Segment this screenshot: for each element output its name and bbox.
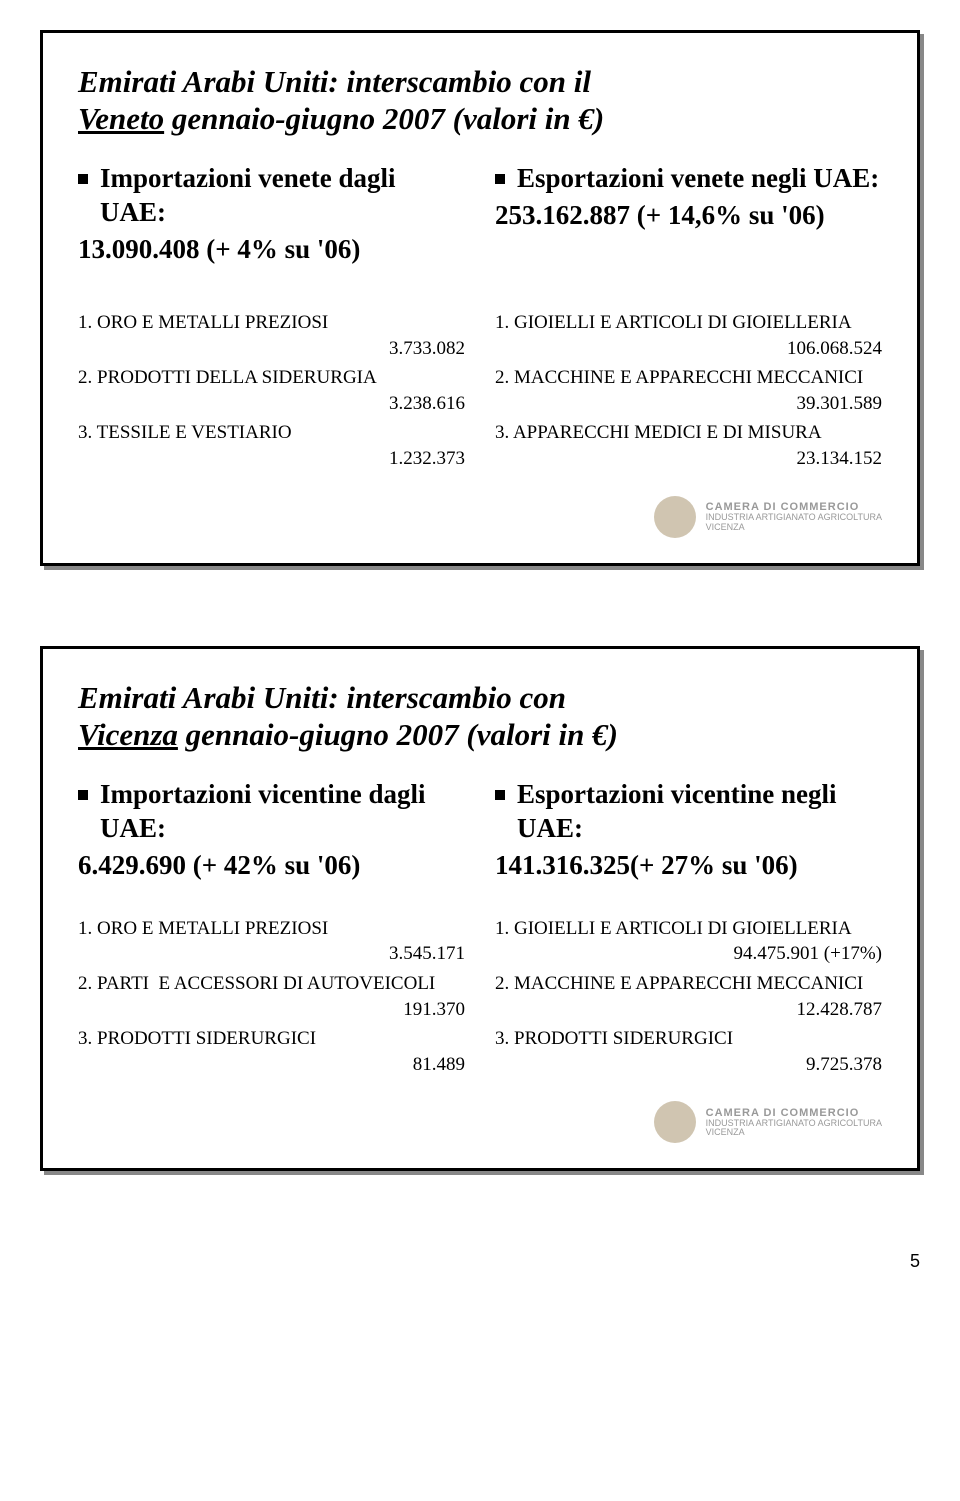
list-label: 1. ORO E METALLI PREZIOSI bbox=[78, 310, 328, 336]
logo-text: CAMERA DI COMMERCIO INDUSTRIA ARTIGIANAT… bbox=[706, 1107, 882, 1139]
list-label: 1. GIOIELLI E ARTICOLI DI GIOIELLERIA bbox=[495, 916, 852, 942]
title-line2-underline: Vicenza bbox=[78, 717, 178, 752]
export-bullet: Esportazioni vicentine negli UAE: bbox=[495, 778, 882, 846]
list-value: 3.238.616 bbox=[78, 391, 465, 417]
title-line2-rest: gennaio-giugno 2007 (valori in €) bbox=[178, 717, 618, 752]
list-item: 1. ORO E METALLI PREZIOSI 3.733.082 bbox=[78, 310, 465, 361]
list-label: 1. GIOIELLI E ARTICOLI DI GIOIELLERIA bbox=[495, 310, 852, 336]
import-value: 6.429.690 (+ 42% su '06) bbox=[78, 850, 465, 881]
square-bullet-icon bbox=[78, 174, 88, 184]
square-bullet-icon bbox=[495, 174, 505, 184]
slide1-title: Emirati Arabi Uniti: interscambio con il… bbox=[78, 63, 882, 137]
logo-seal-icon bbox=[654, 496, 696, 538]
export-label: Esportazioni vicentine negli UAE: bbox=[517, 778, 882, 846]
slide2-import-list: 1. ORO E METALLI PREZIOSI 3.545.171 2. P… bbox=[78, 916, 465, 1082]
slide1-export-list: 1. GIOIELLI E ARTICOLI DI GIOIELLERIA 10… bbox=[495, 310, 882, 476]
import-value: 13.090.408 (+ 4% su '06) bbox=[78, 234, 465, 265]
list-item: 1. GIOIELLI E ARTICOLI DI GIOIELLERIA 94… bbox=[495, 916, 882, 967]
title-line1: Emirati Arabi Uniti: interscambio con bbox=[78, 680, 566, 715]
square-bullet-icon bbox=[495, 790, 505, 800]
import-label: Importazioni venete dagli UAE: bbox=[100, 162, 465, 230]
logo: CAMERA DI COMMERCIO INDUSTRIA ARTIGIANAT… bbox=[78, 1101, 882, 1143]
list-item: 3. PRODOTTI SIDERURGICI 9.725.378 bbox=[495, 1026, 882, 1077]
slide-veneto: Emirati Arabi Uniti: interscambio con il… bbox=[40, 30, 920, 566]
slide2-export-col: Esportazioni vicentine negli UAE: 141.31… bbox=[495, 778, 882, 881]
list-item: 3. APPARECCHI MEDICI E DI MISURA 23.134.… bbox=[495, 420, 882, 471]
slide2-export-list: 1. GIOIELLI E ARTICOLI DI GIOIELLERIA 94… bbox=[495, 916, 882, 1082]
slide2-import-col: Importazioni vicentine dagli UAE: 6.429.… bbox=[78, 778, 465, 881]
list-value: 39.301.589 bbox=[495, 391, 882, 417]
logo-text: CAMERA DI COMMERCIO INDUSTRIA ARTIGIANAT… bbox=[706, 501, 882, 533]
slide1-lists-row: 1. ORO E METALLI PREZIOSI 3.733.082 2. P… bbox=[78, 310, 882, 476]
import-bullet: Importazioni vicentine dagli UAE: bbox=[78, 778, 465, 846]
list-value: 94.475.901 (+17%) bbox=[714, 941, 882, 967]
export-label: Esportazioni venete negli UAE: bbox=[517, 162, 879, 196]
slide2-summary-row: Importazioni vicentine dagli UAE: 6.429.… bbox=[78, 778, 882, 881]
page-number: 5 bbox=[40, 1251, 920, 1272]
list-item: 1. GIOIELLI E ARTICOLI DI GIOIELLERIA 10… bbox=[495, 310, 882, 361]
list-value: 3.733.082 bbox=[78, 336, 465, 362]
export-bullet: Esportazioni venete negli UAE: bbox=[495, 162, 882, 196]
list-value: 1.232.373 bbox=[78, 446, 465, 472]
list-label: 3. PRODOTTI SIDERURGICI bbox=[78, 1026, 316, 1052]
list-item: 1. ORO E METALLI PREZIOSI 3.545.171 bbox=[78, 916, 465, 967]
list-label: 1. ORO E METALLI PREZIOSI bbox=[78, 916, 328, 942]
title-line2-rest: gennaio-giugno 2007 (valori in €) bbox=[164, 101, 604, 136]
logo-line3: VICENZA bbox=[706, 1128, 882, 1138]
slide2-lists-row: 1. ORO E METALLI PREZIOSI 3.545.171 2. P… bbox=[78, 916, 882, 1082]
list-value: 191.370 bbox=[383, 997, 465, 1023]
export-value: 253.162.887 (+ 14,6% su '06) bbox=[495, 200, 882, 231]
title-line1: Emirati Arabi Uniti: interscambio con il bbox=[78, 64, 591, 99]
slide1-import-list: 1. ORO E METALLI PREZIOSI 3.733.082 2. P… bbox=[78, 310, 465, 476]
logo-line3: VICENZA bbox=[706, 523, 882, 533]
slide1-import-col: Importazioni venete dagli UAE: 13.090.40… bbox=[78, 162, 465, 265]
logo-seal-icon bbox=[654, 1101, 696, 1143]
list-item: 2. MACCHINE E APPARECCHI MECCANICI 12.42… bbox=[495, 971, 882, 1022]
logo: CAMERA DI COMMERCIO INDUSTRIA ARTIGIANAT… bbox=[78, 496, 882, 538]
slide1-summary-row: Importazioni venete dagli UAE: 13.090.40… bbox=[78, 162, 882, 265]
list-item: 3. PRODOTTI SIDERURGICI 81.489 bbox=[78, 1026, 465, 1077]
list-label: 2. MACCHINE E APPARECCHI MECCANICI bbox=[495, 971, 863, 997]
list-value: 81.489 bbox=[78, 1052, 465, 1078]
list-label: 2. PARTI E ACCESSORI DI AUTOVEICOLI bbox=[78, 971, 435, 997]
list-value: 23.134.152 bbox=[495, 446, 882, 472]
list-item: 2. PARTI E ACCESSORI DI AUTOVEICOLI 191.… bbox=[78, 971, 465, 1022]
logo-line1: CAMERA DI COMMERCIO bbox=[706, 1107, 882, 1119]
slide2-title: Emirati Arabi Uniti: interscambio con Vi… bbox=[78, 679, 882, 753]
list-item: 2. MACCHINE E APPARECCHI MECCANICI 39.30… bbox=[495, 365, 882, 416]
list-value: 3.545.171 bbox=[78, 941, 465, 967]
list-label: 3. APPARECCHI MEDICI E DI MISURA bbox=[495, 420, 822, 446]
slide1-export-col: Esportazioni venete negli UAE: 253.162.8… bbox=[495, 162, 882, 265]
list-value: 9.725.378 bbox=[495, 1052, 882, 1078]
list-item: 2. PRODOTTI DELLA SIDERURGIA 3.238.616 bbox=[78, 365, 465, 416]
list-label: 2. MACCHINE E APPARECCHI MECCANICI bbox=[495, 365, 863, 391]
import-bullet: Importazioni venete dagli UAE: bbox=[78, 162, 465, 230]
list-value: 12.428.787 bbox=[777, 997, 883, 1023]
list-item: 3. TESSILE E VESTIARIO 1.232.373 bbox=[78, 420, 465, 471]
square-bullet-icon bbox=[78, 790, 88, 800]
list-label: 3. TESSILE E VESTIARIO bbox=[78, 420, 292, 446]
slide-vicenza: Emirati Arabi Uniti: interscambio con Vi… bbox=[40, 646, 920, 1172]
export-value: 141.316.325(+ 27% su '06) bbox=[495, 850, 882, 881]
list-value: 106.068.524 bbox=[495, 336, 882, 362]
list-label: 2. PRODOTTI DELLA SIDERURGIA bbox=[78, 365, 377, 391]
list-label: 3. PRODOTTI SIDERURGICI bbox=[495, 1026, 733, 1052]
title-line2-underline: Veneto bbox=[78, 101, 164, 136]
import-label: Importazioni vicentine dagli UAE: bbox=[100, 778, 465, 846]
